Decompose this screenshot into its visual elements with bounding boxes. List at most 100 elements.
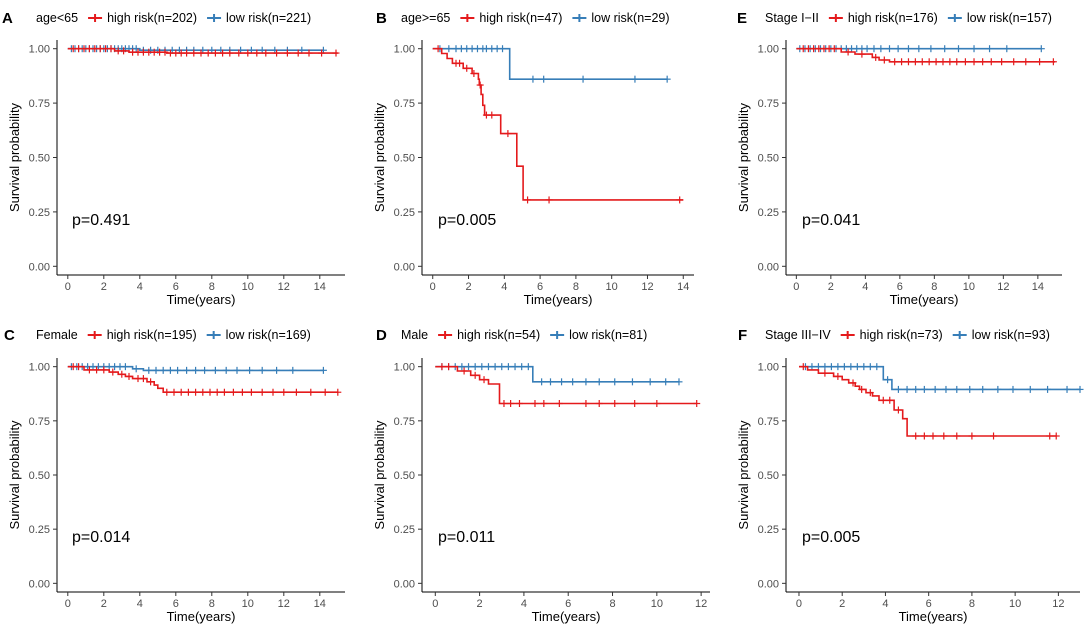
x-tick-label: 12 [1052, 598, 1064, 610]
x-tick-label: 2 [828, 281, 834, 293]
x-tick-label: 8 [609, 598, 615, 610]
curve-low [432, 47, 668, 80]
legend-label-low: low risk(n=93) [972, 328, 1050, 342]
x-tick-label: 8 [209, 598, 215, 610]
x-axis-title: Time(years) [532, 609, 601, 624]
legend-label-low: low risk(n=81) [569, 328, 647, 342]
p-value: p=0.011 [438, 529, 495, 546]
x-tick-label: 10 [651, 598, 663, 610]
x-tick-label: 2 [465, 281, 471, 293]
y-axis-title: Survival probability [736, 102, 751, 212]
legend-label-low: low risk(n=157) [967, 11, 1052, 25]
legend-title: Female [36, 328, 78, 342]
x-tick-label: 10 [242, 281, 254, 293]
y-tick-label: 0.50 [758, 470, 779, 482]
y-tick-label: 0.75 [394, 98, 415, 110]
y-tick-label: 0.25 [394, 524, 415, 536]
curve-low [799, 365, 1080, 391]
x-tick-label: 6 [173, 598, 179, 610]
y-tick-label: 0.25 [29, 524, 50, 536]
y-axis-title: Survival probability [7, 420, 22, 530]
x-tick-label: 10 [606, 281, 618, 293]
y-tick-label: 1.00 [394, 44, 415, 56]
p-value: p=0.041 [802, 212, 860, 229]
curve-high [67, 365, 338, 393]
x-tick-label: 4 [137, 281, 143, 293]
x-tick-label: 14 [314, 281, 326, 293]
x-tick-label: 10 [963, 281, 975, 293]
y-tick-label: 0.50 [758, 153, 779, 165]
panel-f: F Stage III−IV high risk(n=73) low risk(n=9… [736, 327, 1084, 624]
x-tick-label: 4 [137, 598, 143, 610]
legend-title: Stage III−IV [765, 328, 831, 342]
x-axis-title: Time(years) [167, 292, 236, 307]
legend-label-high: high risk(n=202) [107, 11, 197, 25]
y-tick-label: 0.00 [29, 261, 50, 273]
curve-high [432, 47, 684, 201]
y-tick-label: 0.75 [29, 98, 50, 110]
y-axis-title: Survival probability [736, 420, 751, 530]
x-tick-label: 2 [477, 598, 483, 610]
curve-low [435, 365, 679, 383]
x-tick-label: 12 [278, 281, 290, 293]
x-tick-label: 0 [430, 281, 436, 293]
panel-label: A [2, 10, 13, 27]
legend-label-high: high risk(n=195) [107, 328, 197, 342]
y-tick-label: 0.00 [758, 261, 779, 273]
y-tick-label: 0.00 [758, 578, 779, 590]
x-tick-label: 2 [101, 281, 107, 293]
panel-label: B [376, 10, 387, 27]
y-tick-label: 0.25 [29, 207, 50, 219]
panel-e: E Stage I−II high risk(n=176) low risk(n=15… [736, 10, 1062, 307]
y-axis-title: Survival probability [372, 420, 387, 530]
legend-title: age>=65 [401, 11, 450, 25]
y-tick-label: 0.25 [394, 207, 415, 219]
x-tick-label: 0 [65, 598, 71, 610]
y-tick-label: 1.00 [394, 362, 415, 374]
y-tick-label: 0.00 [394, 261, 415, 273]
x-tick-label: 8 [209, 281, 215, 293]
y-tick-label: 0.50 [394, 470, 415, 482]
x-tick-label: 4 [882, 598, 888, 610]
x-tick-label: 8 [969, 598, 975, 610]
x-tick-label: 10 [242, 598, 254, 610]
curve-high [67, 47, 338, 54]
panel-label: E [737, 10, 747, 27]
x-tick-label: 0 [796, 598, 802, 610]
legend-label-high: high risk(n=176) [848, 11, 938, 25]
y-tick-label: 1.00 [758, 44, 779, 56]
panel-c: C Female high risk(n=195) low risk(n=169) 0.… [4, 327, 345, 624]
x-tick-label: 12 [997, 281, 1009, 293]
panel-label: C [4, 327, 15, 344]
y-tick-label: 0.00 [29, 578, 50, 590]
y-tick-label: 0.75 [758, 416, 779, 428]
x-axis-title: Time(years) [899, 609, 968, 624]
p-value: p=0.014 [72, 529, 130, 546]
y-tick-label: 0.50 [394, 153, 415, 165]
y-tick-label: 0.25 [758, 524, 779, 536]
y-tick-label: 0.75 [29, 416, 50, 428]
y-axis-title: Survival probability [7, 102, 22, 212]
panel-label: D [376, 327, 387, 344]
legend-title: Male [401, 328, 428, 342]
x-tick-label: 0 [65, 281, 71, 293]
legend-label-high: high risk(n=73) [860, 328, 943, 342]
x-tick-label: 0 [432, 598, 438, 610]
x-tick-label: 10 [1009, 598, 1021, 610]
x-tick-label: 14 [1032, 281, 1044, 293]
x-tick-label: 14 [677, 281, 689, 293]
p-value: p=0.005 [438, 212, 496, 229]
x-tick-label: 4 [521, 598, 527, 610]
legend-label-high: high risk(n=47) [479, 11, 562, 25]
x-tick-label: 14 [314, 598, 326, 610]
legend-title: Stage I−II [765, 11, 819, 25]
panel-d: D Male high risk(n=54) low risk(n=81) 0.00 0.… [372, 327, 710, 624]
legend-label-high: high risk(n=54) [457, 328, 540, 342]
y-axis-title: Survival probability [372, 102, 387, 212]
curve-high [796, 47, 1056, 63]
x-axis-title: Time(years) [167, 609, 236, 624]
y-tick-label: 1.00 [758, 362, 779, 374]
x-tick-label: 2 [839, 598, 845, 610]
legend-title: age<65 [36, 11, 78, 25]
